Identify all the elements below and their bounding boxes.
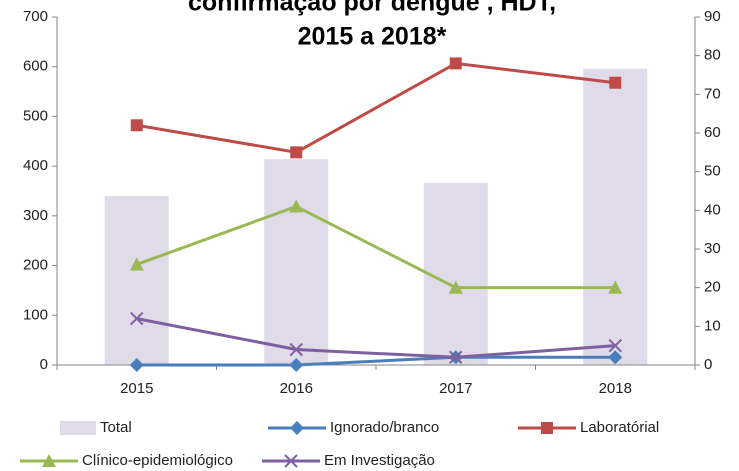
legend-marker [42, 454, 56, 467]
point [130, 311, 144, 326]
y2-tick-label: 90 [704, 8, 721, 25]
legend-marker [541, 422, 553, 434]
y-tick-label: 200 [23, 257, 48, 274]
point [129, 257, 144, 271]
y-tick-label: 300 [23, 207, 48, 224]
y2-tick-label: 80 [704, 47, 721, 64]
line [136, 355, 616, 367]
y2-tick-label: 60 [704, 124, 721, 141]
legend-marker [284, 454, 298, 468]
bar [264, 159, 329, 365]
x-tick-label: 2015 [120, 380, 153, 397]
point [129, 358, 144, 372]
line [136, 61, 616, 154]
x-tick-label: 2016 [280, 380, 313, 397]
y-tick-label: 500 [23, 107, 48, 124]
y-tick-label: 700 [23, 8, 48, 25]
bar [423, 183, 488, 365]
x-tick-label: 2018 [599, 380, 632, 397]
y-tick-label: 0 [40, 356, 48, 373]
point [130, 119, 143, 132]
point [289, 199, 304, 213]
point [448, 280, 463, 294]
legend-label: Em Investigação [324, 452, 435, 469]
y2-tick-label: 10 [704, 317, 721, 334]
y2-tick-label: 20 [704, 279, 721, 296]
line [136, 204, 616, 290]
bar [583, 68, 648, 366]
bar [104, 195, 169, 365]
legend-swatch [60, 421, 96, 435]
legend-label: Total [100, 419, 132, 436]
legend-marker [290, 421, 304, 435]
x-tick-label: 2017 [439, 380, 472, 397]
point [290, 146, 303, 159]
y-tick-label: 400 [23, 157, 48, 174]
point [449, 350, 463, 364]
legend-label: Ignorado/branco [330, 419, 439, 436]
y2-tick-label: 30 [704, 240, 721, 257]
chart-title: 2015 a 2018* [298, 23, 447, 51]
chart-title: confirmação por dengue , HDT, [188, 0, 556, 17]
y2-tick-label: 40 [704, 201, 721, 218]
point [608, 280, 623, 294]
line [136, 317, 616, 359]
y-tick-label: 600 [23, 58, 48, 75]
point [609, 76, 622, 89]
point [289, 358, 304, 372]
point [608, 350, 623, 365]
y2-tick-label: 0 [704, 356, 712, 373]
y2-tick-label: 50 [704, 163, 721, 180]
point [608, 338, 622, 353]
y2-tick-label: 70 [704, 85, 721, 102]
point [449, 57, 462, 70]
y-tick-label: 100 [23, 306, 48, 323]
point [289, 342, 303, 357]
legend-label: Laboratórial [580, 419, 659, 436]
legend-label: Clínico-epidemiológico [82, 452, 233, 469]
